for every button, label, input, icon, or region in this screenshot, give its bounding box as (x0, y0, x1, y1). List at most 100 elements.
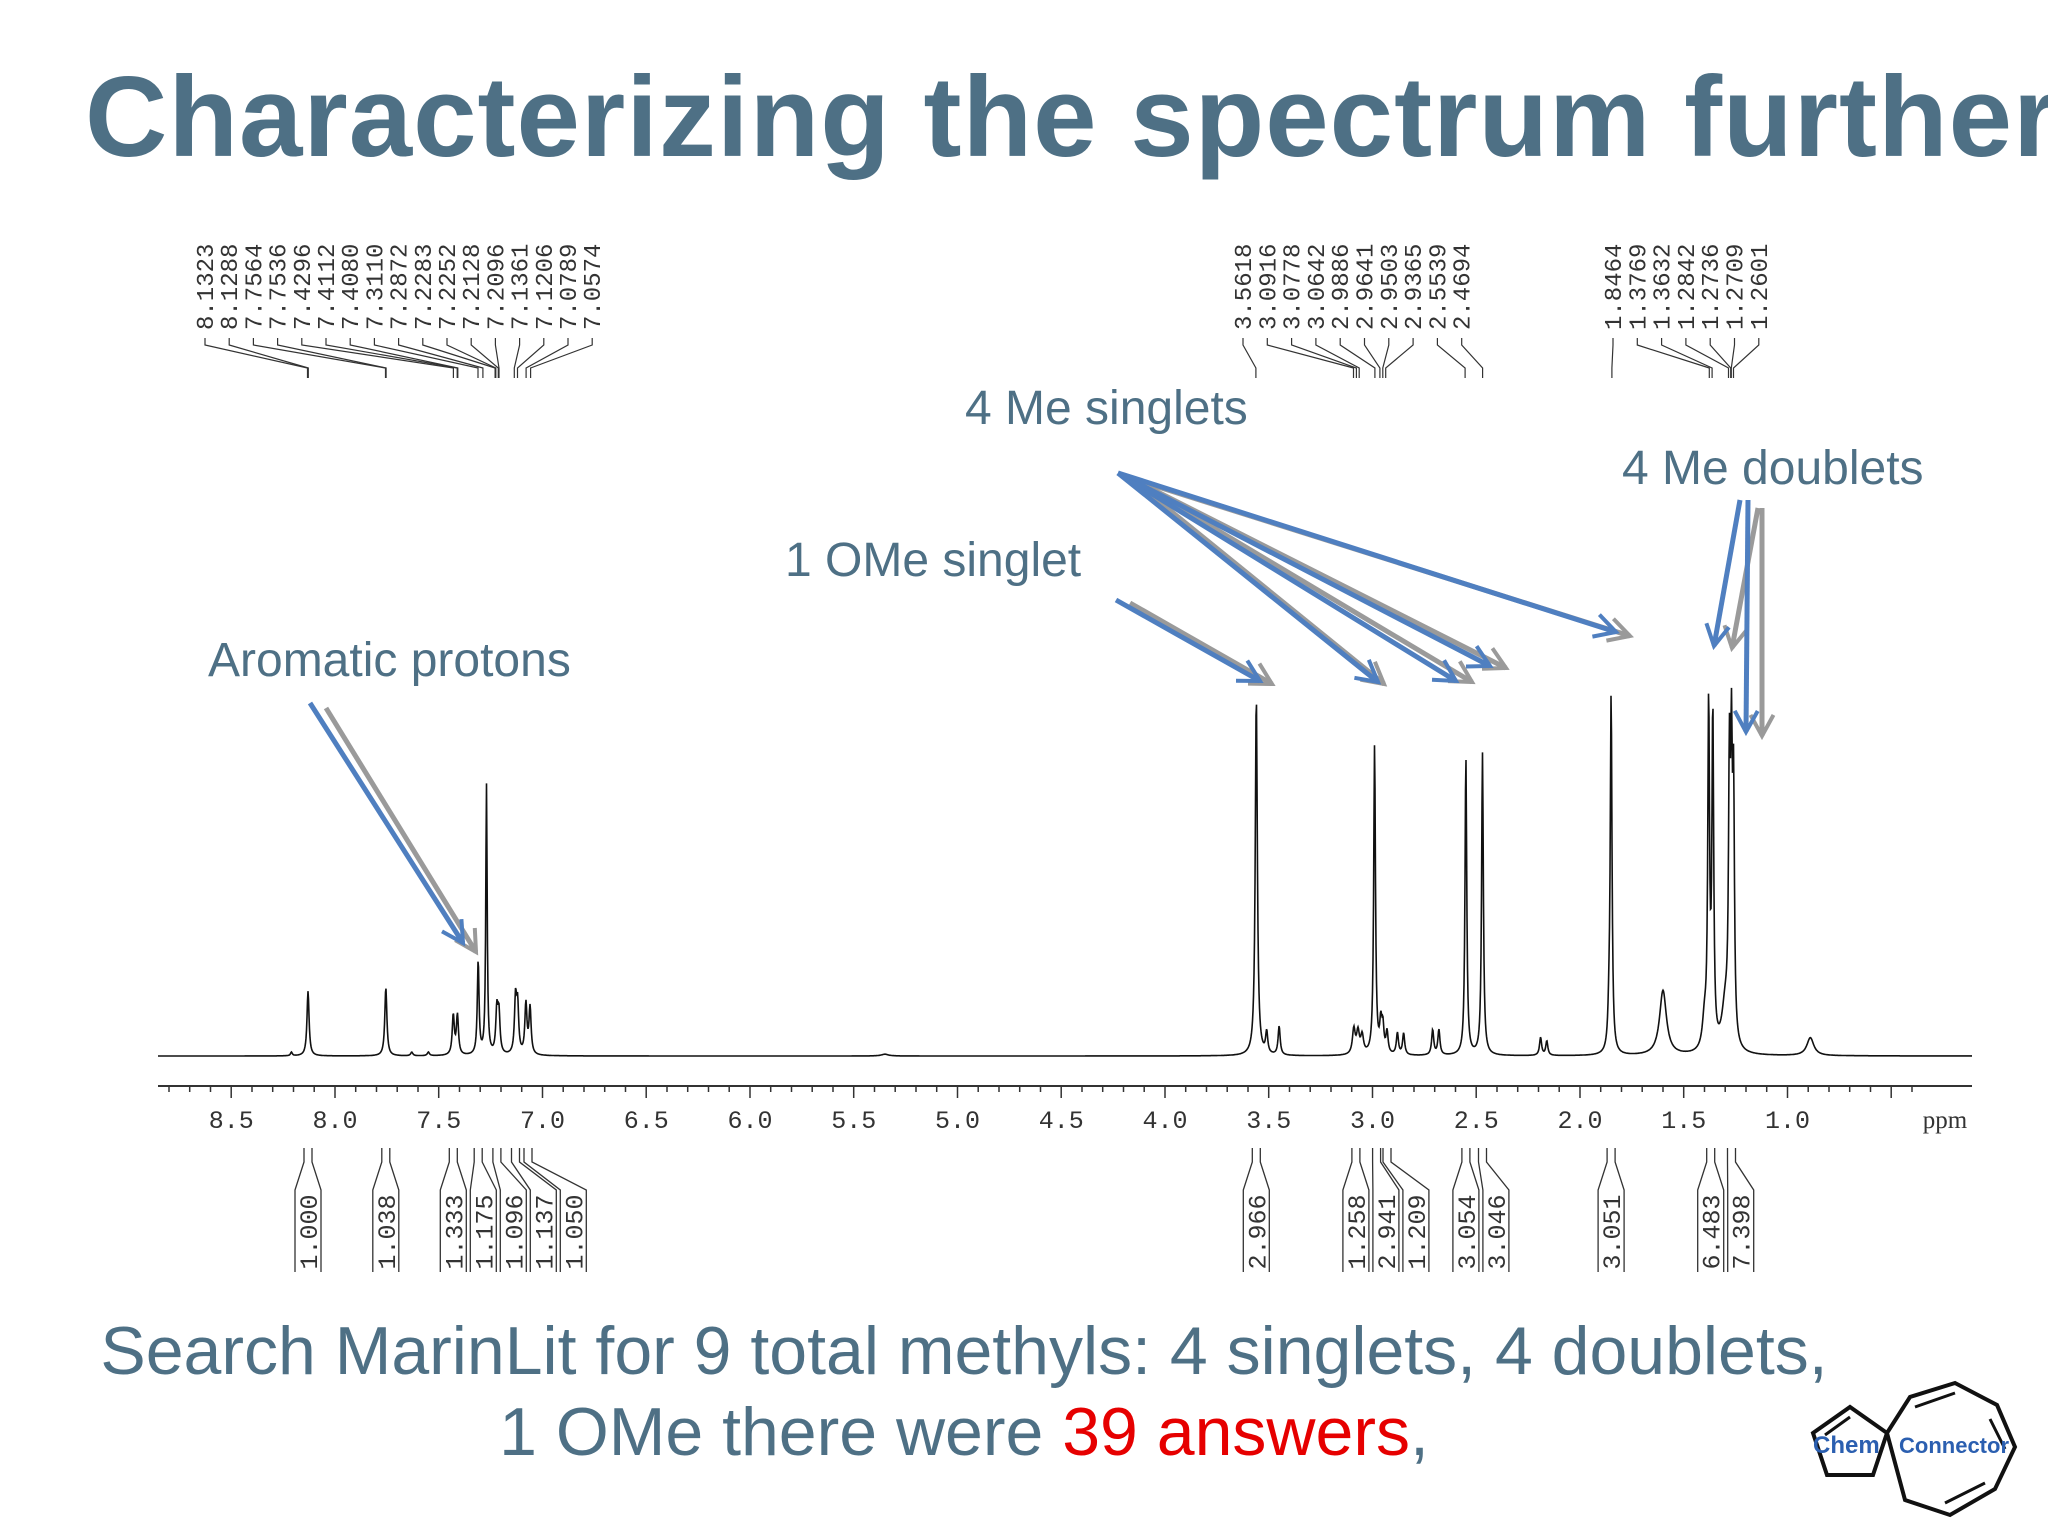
integral-value: 1.209 (1404, 1194, 1433, 1269)
footer-line-1: Search MarinLit for 9 total methyls: 4 s… (100, 1313, 1828, 1389)
integral-1.258: 1.258 (1342, 1148, 1373, 1272)
aromatic-peak-labels: 8.13238.12887.75647.75367.42967.41127.40… (194, 244, 608, 378)
peak-label: 7.2252 (436, 244, 463, 330)
logo-connector-text: Connector (1899, 1433, 2009, 1458)
peak-label: 1.2709 (1724, 244, 1751, 330)
peak-label: 7.2872 (388, 244, 415, 330)
nmr-spectrum: 8.13238.12887.75647.75367.42967.41127.40… (158, 243, 1972, 1272)
annotation-me-doublets: 4 Me doublets (1622, 442, 1924, 495)
peak-label-group: 8.13238.12887.75647.75367.42967.41127.40… (194, 244, 1775, 378)
peak-label: 1.3769 (1626, 244, 1653, 330)
peak-label: 3.0778 (1281, 244, 1308, 330)
peak-leader (525, 338, 569, 378)
peak-leader (1385, 338, 1414, 378)
peak-label: 1.2736 (1699, 244, 1726, 330)
peak-label: 1.2601 (1748, 244, 1775, 330)
integral-1.175: 1.175 (469, 1148, 500, 1272)
peak-label: 7.3110 (363, 244, 390, 330)
x-tick-label: 3.0 (1350, 1107, 1395, 1136)
peak-label: 2.9365 (1402, 244, 1429, 330)
integral-value: 1.258 (1344, 1194, 1373, 1269)
peak-leader (1242, 338, 1257, 378)
arrow-md1-blue (1704, 499, 1743, 651)
integral-2.941: 2.941 (1371, 1148, 1403, 1272)
x-tick-label: 7.0 (520, 1107, 565, 1136)
integral-6.483: 6.483 (1697, 1148, 1728, 1272)
slide-title: Characterizing the spectrum further (85, 54, 2048, 181)
annotation-arrows (307, 470, 1776, 956)
peak-label: 8.1288 (218, 244, 245, 330)
integral-1.137: 1.137 (510, 1148, 560, 1272)
peak-leader (228, 338, 309, 378)
peak-label: 7.7564 (242, 244, 269, 330)
arrow-ms1-blue (1116, 471, 1382, 685)
logo-chem-text: Chem (1813, 1432, 1880, 1459)
annotation-me-singlets: 4 Me singlets (965, 382, 1248, 435)
peak-label: 2.9886 (1329, 244, 1356, 330)
peak-leader (516, 338, 545, 378)
peak-label: 2.9503 (1378, 244, 1405, 330)
upfield-peak-labels: 1.84641.37691.36321.28421.27361.27091.26… (1602, 244, 1775, 378)
integral-7.398: 7.398 (1726, 1148, 1758, 1272)
x-tick-label: 1.5 (1661, 1107, 1706, 1136)
peak-leader (1685, 338, 1730, 378)
x-tick-label: 7.5 (416, 1107, 461, 1136)
integral-value: 1.175 (471, 1194, 500, 1269)
peak-leader (530, 338, 593, 378)
peak-leader (470, 338, 499, 378)
peak-leader (1661, 338, 1713, 378)
peak-label: 7.2283 (412, 244, 439, 330)
peak-leader (1709, 338, 1732, 378)
x-axis-unit: ppm (1923, 1107, 1968, 1134)
integral-value: 1.038 (374, 1194, 403, 1269)
peak-label: 7.0789 (557, 244, 584, 330)
spectrum-trace (158, 687, 1972, 1057)
peak-label: 7.4296 (291, 244, 318, 330)
integral-3.051: 3.051 (1597, 1148, 1628, 1272)
x-tick-label: 5.0 (935, 1107, 980, 1136)
peak-leader (204, 338, 309, 378)
integral-value: 7.398 (1729, 1194, 1758, 1269)
arrow-ms2-blue (1116, 470, 1460, 684)
peak-label: 8.1323 (194, 244, 221, 330)
peak-leader (446, 338, 497, 378)
integral-1.333: 1.333 (439, 1148, 470, 1272)
integral-3.054: 3.054 (1452, 1148, 1483, 1272)
integral-value: 3.054 (1454, 1194, 1483, 1269)
integral-group: 1.000 1.038 1.333 1.175 1.096 1.137 1.050 2.966… (294, 1148, 1758, 1272)
chemconnector-logo: Chem Connector (1810, 1380, 2018, 1518)
integral-1.000: 1.000 (294, 1148, 325, 1272)
peak-leader (1382, 338, 1390, 378)
footer-prefix: 1 OMe there were (499, 1394, 1063, 1470)
annotation-aromatic: Aromatic protons (208, 634, 571, 687)
x-tick-label: 3.5 (1246, 1107, 1291, 1136)
integral-value: 3.046 (1484, 1194, 1513, 1269)
integral-value: 1.096 (501, 1194, 530, 1269)
x-tick-label: 4.5 (1039, 1107, 1084, 1136)
x-tick-label: 2.5 (1454, 1107, 1499, 1136)
peak-leader (513, 338, 521, 378)
x-tick-label: 8.5 (209, 1107, 254, 1136)
peak-label: 7.7536 (267, 244, 294, 330)
peak-label: 2.4694 (1451, 244, 1478, 330)
peak-label: 7.1361 (509, 244, 536, 330)
integral-value: 1.050 (561, 1194, 590, 1269)
peak-leader (373, 338, 479, 378)
integral-value: 1.000 (296, 1194, 325, 1269)
peak-leader (1291, 338, 1357, 378)
arrow-ms3-blue (1116, 470, 1494, 669)
peak-leader (1732, 338, 1760, 378)
peak-label: 3.0642 (1305, 244, 1332, 330)
arrow-ms4-blue (1117, 470, 1620, 639)
x-tick-label: 6.5 (624, 1107, 669, 1136)
peak-leader (422, 338, 496, 378)
peak-label: 7.1206 (533, 244, 560, 330)
peak-label: 3.5618 (1232, 244, 1259, 330)
integral-1.038: 1.038 (372, 1148, 403, 1272)
peak-label: 2.9641 (1354, 244, 1381, 330)
x-tick-label: 8.0 (312, 1107, 357, 1136)
peak-label: 1.3632 (1651, 244, 1678, 330)
integral-value: 2.941 (1374, 1194, 1403, 1269)
peak-label: 1.8464 (1602, 244, 1629, 330)
annotation-ome-singlet: 1 OMe singlet (785, 534, 1081, 587)
